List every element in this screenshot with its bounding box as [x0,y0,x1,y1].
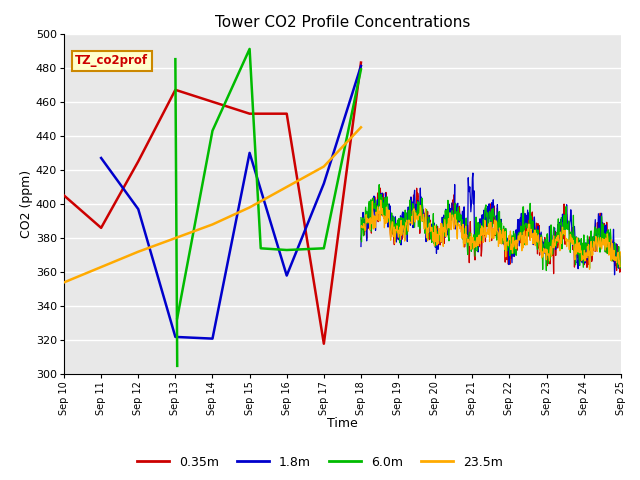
Title: Tower CO2 Profile Concentrations: Tower CO2 Profile Concentrations [214,15,470,30]
Legend: 0.35m, 1.8m, 6.0m, 23.5m: 0.35m, 1.8m, 6.0m, 23.5m [132,451,508,474]
X-axis label: Time: Time [327,417,358,430]
Text: TZ_co2prof: TZ_co2prof [75,54,148,67]
Y-axis label: CO2 (ppm): CO2 (ppm) [20,170,33,238]
